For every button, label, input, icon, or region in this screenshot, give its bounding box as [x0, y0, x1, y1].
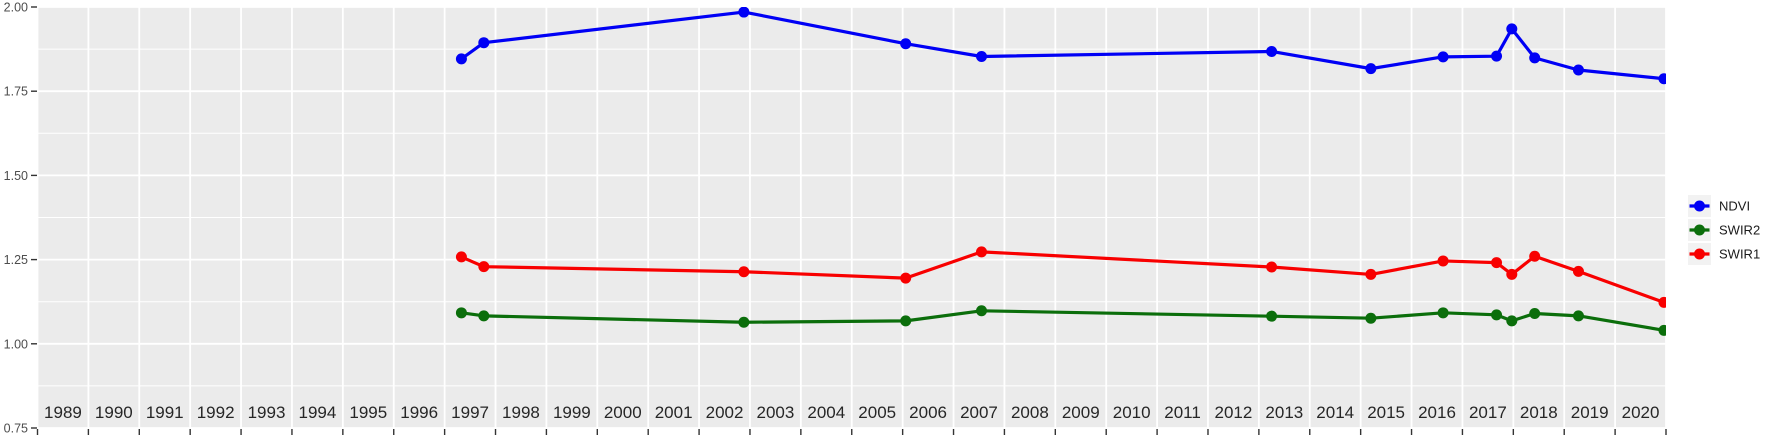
data-point [1437, 255, 1449, 267]
data-point [1365, 312, 1377, 324]
series-SWIR1 [455, 246, 1666, 308]
y-tick-label: 1.75 [4, 85, 28, 99]
data-point [1658, 324, 1666, 336]
legend-item-SWIR1: SWIR1 [1688, 243, 1760, 265]
data-point [900, 38, 912, 50]
y-tick-label: 1.50 [4, 169, 28, 183]
legend-key-point [1694, 224, 1705, 236]
data-point [1437, 307, 1449, 319]
axis-ticks [31, 6, 1667, 435]
x-tick-label: 2011 [1164, 403, 1201, 422]
data-point [478, 261, 490, 273]
data-point [455, 307, 467, 319]
x-tick-label: 1998 [502, 403, 540, 422]
x-tick-label: 2003 [757, 403, 795, 422]
x-tick-label: 1992 [197, 403, 235, 422]
data-point [976, 246, 988, 258]
data-point [455, 53, 467, 65]
data-point [1266, 261, 1278, 273]
data-point [738, 7, 750, 18]
x-tick-label: 2004 [807, 403, 845, 422]
data-point [1365, 268, 1377, 280]
data-point [1572, 64, 1584, 76]
data-point [1658, 296, 1666, 308]
legend-label: SWIR1 [1719, 247, 1760, 262]
y-tick-label: 0.75 [4, 422, 28, 436]
x-tick-label: 2006 [909, 403, 947, 422]
legend-label: SWIR2 [1719, 223, 1760, 238]
x-tick-label: 2007 [960, 403, 998, 422]
x-tick-label: 2008 [1011, 403, 1049, 422]
legend-label: NDVI [1719, 199, 1750, 214]
x-tick-label: 1995 [349, 403, 387, 422]
data-point [478, 37, 490, 49]
data-point [976, 305, 988, 317]
x-tick-label: 2017 [1469, 403, 1507, 422]
x-tick-label: 2002 [706, 403, 744, 422]
x-tick-label: 2000 [604, 403, 642, 422]
x-tick-label: 2014 [1316, 403, 1354, 422]
series-group [455, 7, 1666, 336]
data-point [1506, 268, 1518, 280]
data-point [1491, 257, 1503, 269]
legend-item-SWIR2: SWIR2 [1688, 219, 1760, 241]
x-tick-label: 1989 [44, 403, 82, 422]
x-tick-label: 2012 [1215, 403, 1253, 422]
x-tick-label: 2013 [1265, 403, 1303, 422]
x-tick-label: 2018 [1520, 403, 1558, 422]
x-tick-label: 1993 [248, 403, 286, 422]
y-axis-labels: 0.75 1.00 1.25 1.50 1.75 2.00 [4, 1, 28, 436]
x-tick-label: 2009 [1062, 403, 1100, 422]
data-point [478, 310, 490, 322]
legend: NDVI SWIR2 SWIR1 [1688, 195, 1760, 265]
data-point [1658, 73, 1666, 85]
data-point [1572, 310, 1584, 322]
series-NDVI [455, 7, 1666, 85]
data-point [1437, 51, 1449, 63]
gridlines [36, 6, 1667, 429]
x-tick-label: 2005 [858, 403, 896, 422]
legend-key-point [1694, 200, 1705, 212]
x-tick-label: 2015 [1367, 403, 1405, 422]
data-point [738, 266, 750, 278]
x-tick-label: 2019 [1571, 403, 1609, 422]
x-tick-label: 1990 [95, 403, 133, 422]
data-point [1491, 50, 1503, 62]
x-axis-labels: 1989 1990 1991 1992 1993 1994 1995 1996 1997 1998… [44, 403, 1659, 422]
data-point [1572, 265, 1584, 277]
data-point [900, 315, 912, 327]
data-point [455, 251, 467, 263]
legend-key-point [1694, 248, 1705, 260]
x-tick-label: 1999 [553, 403, 591, 422]
data-point [1529, 307, 1541, 319]
data-point [1491, 309, 1503, 321]
data-point [1266, 45, 1278, 57]
data-point [1506, 23, 1518, 35]
x-tick-label: 2010 [1113, 403, 1151, 422]
data-point [976, 51, 988, 63]
data-point [900, 272, 912, 284]
data-point [1529, 52, 1541, 64]
x-tick-label: 2020 [1622, 403, 1660, 422]
data-point [738, 316, 750, 328]
data-point [1365, 63, 1377, 75]
data-point [1529, 250, 1541, 262]
x-tick-label: 1991 [146, 403, 184, 422]
series-SWIR2 [455, 305, 1666, 336]
x-tick-label: 2016 [1418, 403, 1456, 422]
x-tick-label: 1994 [298, 403, 336, 422]
y-tick-label: 1.00 [4, 337, 28, 351]
x-tick-label: 1997 [451, 403, 489, 422]
y-tick-label: 1.25 [4, 253, 28, 267]
data-point [1506, 315, 1518, 327]
x-tick-label: 1996 [400, 403, 438, 422]
legend-item-NDVI: NDVI [1688, 195, 1750, 217]
x-tick-label: 2001 [655, 403, 693, 422]
data-point [1266, 310, 1278, 322]
y-tick-label: 2.00 [4, 1, 28, 15]
